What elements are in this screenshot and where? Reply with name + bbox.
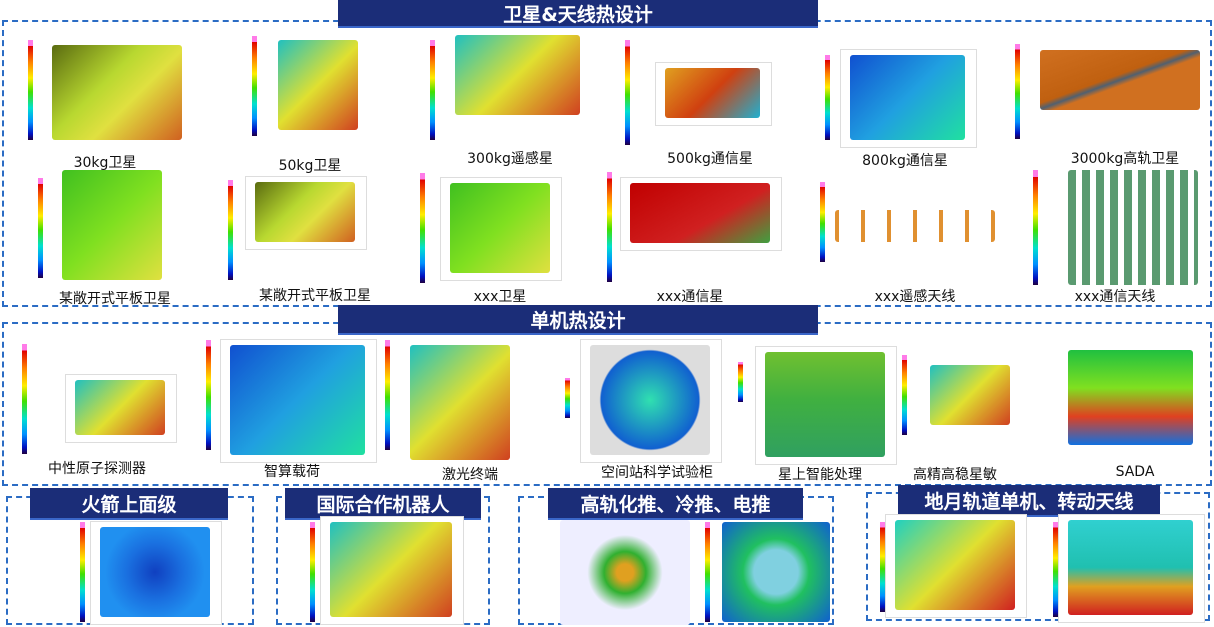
- color-legend-bar: [825, 55, 830, 140]
- item-caption: SADA: [1115, 464, 1155, 480]
- color-legend-bar: [22, 344, 27, 454]
- item-caption: 高精高稳星敏: [913, 467, 997, 483]
- thermal-model-render: [1068, 170, 1198, 285]
- color-legend-bar: [430, 40, 435, 140]
- color-legend-bar: [738, 362, 743, 402]
- item-caption: xxx通信天线: [1074, 289, 1156, 305]
- propulsion-section-title: 高轨化推、冷推、电推: [548, 488, 803, 520]
- thermal-model-render: [52, 45, 182, 140]
- item-caption: xxx通信星: [656, 289, 724, 305]
- color-legend-bar: [206, 340, 211, 450]
- thermal-model-render: [1040, 50, 1200, 110]
- item-caption: xxx遥感天线: [874, 289, 956, 305]
- unit-section-title: 单机热设计: [338, 305, 818, 335]
- color-legend-bar: [1053, 522, 1058, 617]
- thermal-model-render: [278, 40, 358, 130]
- thermal-model-render: [590, 345, 710, 455]
- item-caption: 300kg遥感星: [467, 151, 553, 167]
- color-legend-bar: [902, 355, 907, 435]
- item-caption: 激光终端: [442, 467, 498, 483]
- thermal-model-render: [1068, 350, 1193, 445]
- item-caption: 50kg卫星: [278, 158, 342, 174]
- thermal-model-render: [560, 520, 690, 625]
- thermal-model-render: [450, 183, 550, 273]
- thermal-model-render: [410, 345, 510, 460]
- item-caption: 30kg卫星: [73, 155, 137, 171]
- color-legend-bar: [607, 172, 612, 282]
- color-legend-bar: [880, 522, 885, 612]
- color-legend-bar: [228, 180, 233, 280]
- thermal-model-render: [722, 522, 830, 622]
- color-legend-bar: [38, 178, 43, 278]
- color-legend-bar: [385, 340, 390, 450]
- item-caption: 某敞开式平板卫星: [59, 291, 171, 307]
- item-caption: 空间站科学试验柜: [601, 465, 713, 481]
- thermal-model-render: [765, 352, 885, 457]
- item-caption: 3000kg高轨卫星: [1070, 151, 1180, 167]
- thermal-model-render: [455, 35, 580, 115]
- thermal-model-render: [630, 183, 770, 243]
- thermal-model-render: [330, 522, 452, 617]
- color-legend-bar: [565, 378, 570, 418]
- thermal-model-render: [62, 170, 162, 280]
- color-legend-bar: [28, 40, 33, 140]
- item-caption: 智算载荷: [264, 464, 320, 480]
- color-legend-bar: [1033, 170, 1038, 285]
- color-legend-bar: [310, 522, 315, 622]
- item-caption: xxx卫星: [473, 289, 527, 305]
- thermal-model-render: [75, 380, 165, 435]
- thermal-model-render: [930, 365, 1010, 425]
- item-caption: 某敞开式平板卫星: [259, 288, 371, 304]
- satellite-section-title: 卫星&天线热设计: [338, 0, 818, 28]
- rocket-section-title: 火箭上面级: [30, 488, 228, 520]
- color-legend-bar: [705, 522, 710, 622]
- color-legend-bar: [80, 522, 85, 622]
- color-legend-bar: [252, 36, 257, 136]
- color-legend-bar: [820, 182, 825, 262]
- thermal-model-render: [835, 210, 995, 242]
- item-caption: 500kg通信星: [667, 151, 753, 167]
- color-legend-bar: [420, 173, 425, 283]
- color-legend-bar: [1015, 44, 1020, 139]
- thermal-model-render: [100, 527, 210, 617]
- item-caption: 800kg通信星: [862, 153, 948, 169]
- thermal-model-render: [895, 520, 1015, 610]
- color-legend-bar: [625, 40, 630, 145]
- thermal-model-render: [1068, 520, 1193, 615]
- thermal-model-render: [850, 55, 965, 140]
- thermal-model-render: [230, 345, 365, 455]
- item-caption: 星上智能处理: [778, 467, 862, 483]
- lunar-section-title: 地月轨道单机、转动天线: [898, 485, 1160, 517]
- thermal-model-render: [665, 68, 760, 118]
- thermal-model-render: [255, 182, 355, 242]
- item-caption: 中性原子探测器: [48, 461, 146, 477]
